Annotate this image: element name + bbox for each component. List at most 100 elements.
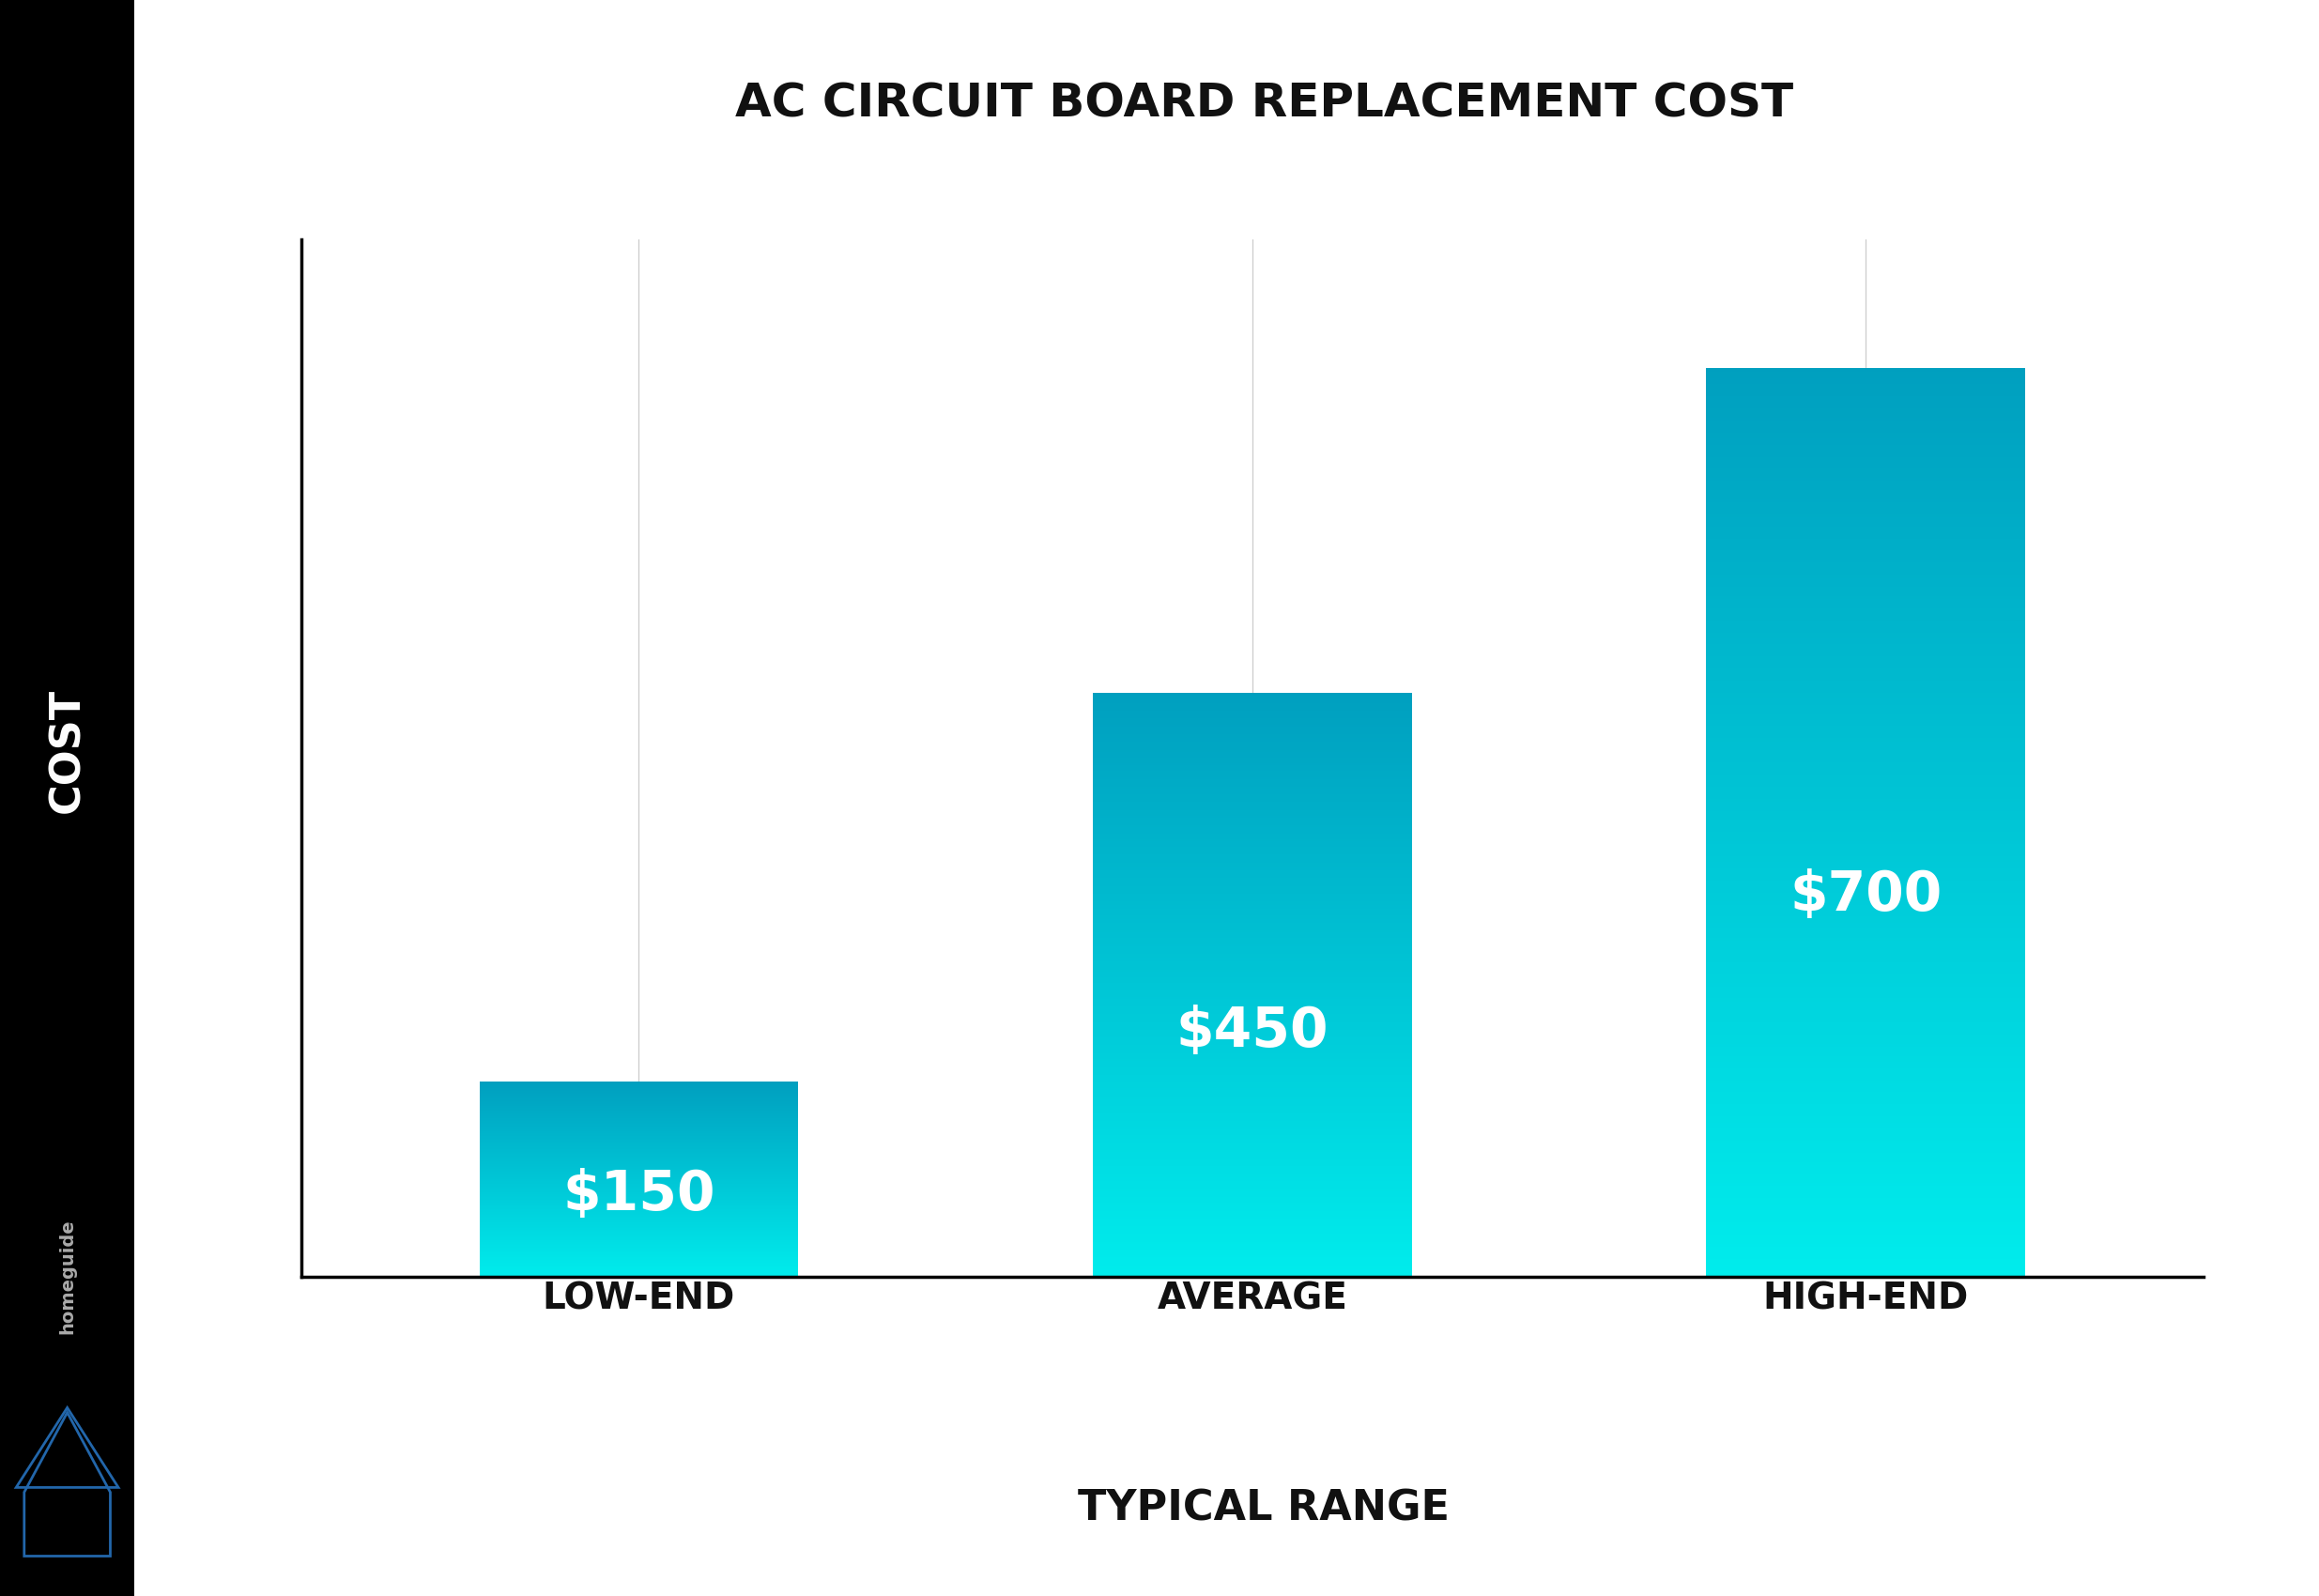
Bar: [1092, 1074, 1412, 1076]
Bar: [1707, 389, 2024, 393]
Bar: [1092, 905, 1412, 907]
Bar: [1707, 988, 2024, 993]
Bar: [1707, 1219, 2024, 1223]
Bar: [1092, 1226, 1412, 1229]
Bar: [1092, 782, 1412, 785]
Bar: [1092, 1207, 1412, 1208]
Bar: [1707, 1028, 2024, 1031]
Bar: [1707, 413, 2024, 418]
Bar: [1707, 369, 2024, 372]
Bar: [1707, 838, 2024, 841]
Bar: [1707, 731, 2024, 736]
Text: AC CIRCUIT BOARD REPLACEMENT COST: AC CIRCUIT BOARD REPLACEMENT COST: [735, 81, 1793, 126]
Bar: [1092, 1152, 1412, 1154]
Bar: [1707, 930, 2024, 935]
Bar: [1707, 1133, 2024, 1138]
Bar: [1707, 1203, 2024, 1207]
Bar: [1707, 595, 2024, 598]
Bar: [1707, 1274, 2024, 1277]
Bar: [1707, 1055, 2024, 1060]
Bar: [1092, 945, 1412, 948]
Bar: [1707, 602, 2024, 605]
Bar: [1092, 1165, 1412, 1168]
Bar: [1092, 927, 1412, 930]
Bar: [1707, 686, 2024, 689]
Bar: [1707, 1170, 2024, 1175]
Bar: [1707, 741, 2024, 744]
Bar: [1092, 892, 1412, 895]
Bar: [1707, 544, 2024, 547]
Bar: [1707, 919, 2024, 922]
Bar: [1092, 883, 1412, 886]
Bar: [1092, 1246, 1412, 1250]
Bar: [1092, 792, 1412, 795]
Bar: [1092, 863, 1412, 867]
Bar: [1707, 399, 2024, 402]
Bar: [1707, 707, 2024, 710]
Bar: [1092, 788, 1412, 790]
Bar: [1707, 541, 2024, 544]
Bar: [1707, 1052, 2024, 1057]
Bar: [1092, 757, 1412, 760]
Bar: [1707, 922, 2024, 926]
Bar: [1092, 953, 1412, 956]
Text: $150: $150: [564, 1168, 714, 1223]
Bar: [1707, 777, 2024, 780]
Bar: [1707, 477, 2024, 480]
Bar: [1092, 693, 1412, 696]
Bar: [1092, 1154, 1412, 1156]
Bar: [1707, 865, 2024, 868]
Bar: [1707, 940, 2024, 943]
Bar: [1707, 1058, 2024, 1061]
Bar: [1092, 704, 1412, 707]
Bar: [1707, 784, 2024, 787]
Bar: [1092, 996, 1412, 999]
Bar: [1707, 375, 2024, 378]
Bar: [1707, 1194, 2024, 1199]
Bar: [1707, 994, 2024, 999]
Bar: [1092, 723, 1412, 726]
Bar: [1707, 1221, 2024, 1226]
Bar: [1707, 453, 2024, 456]
Bar: [1707, 1095, 2024, 1098]
Bar: [1092, 1119, 1412, 1120]
Bar: [1707, 728, 2024, 733]
Bar: [1707, 1176, 2024, 1179]
Bar: [1092, 1021, 1412, 1025]
Bar: [1707, 643, 2024, 648]
Bar: [1707, 423, 2024, 426]
Bar: [1092, 846, 1412, 849]
Bar: [1707, 902, 2024, 905]
Bar: [1092, 843, 1412, 844]
Bar: [1707, 737, 2024, 741]
Bar: [1092, 994, 1412, 996]
Bar: [1092, 1215, 1412, 1216]
Bar: [1092, 862, 1412, 865]
Bar: [1707, 1258, 2024, 1262]
Bar: [1092, 1159, 1412, 1162]
Bar: [1092, 1192, 1412, 1195]
Bar: [1092, 972, 1412, 975]
Bar: [1707, 774, 2024, 777]
Bar: [1707, 551, 2024, 554]
Bar: [1707, 575, 2024, 578]
Bar: [1707, 525, 2024, 530]
Bar: [1092, 1045, 1412, 1047]
Bar: [1092, 1004, 1412, 1007]
Bar: [1707, 1098, 2024, 1101]
Bar: [1707, 517, 2024, 520]
Bar: [1707, 380, 2024, 385]
Bar: [1707, 943, 2024, 946]
Bar: [1092, 1208, 1412, 1211]
Bar: [1707, 835, 2024, 838]
Bar: [1092, 1175, 1412, 1178]
Bar: [1092, 785, 1412, 788]
Bar: [1092, 816, 1412, 817]
Bar: [1092, 977, 1412, 980]
Bar: [1092, 734, 1412, 736]
Bar: [1092, 1264, 1412, 1267]
Bar: [1092, 844, 1412, 847]
Bar: [1092, 1232, 1412, 1234]
Bar: [1707, 1106, 2024, 1111]
Bar: [1092, 1238, 1412, 1242]
